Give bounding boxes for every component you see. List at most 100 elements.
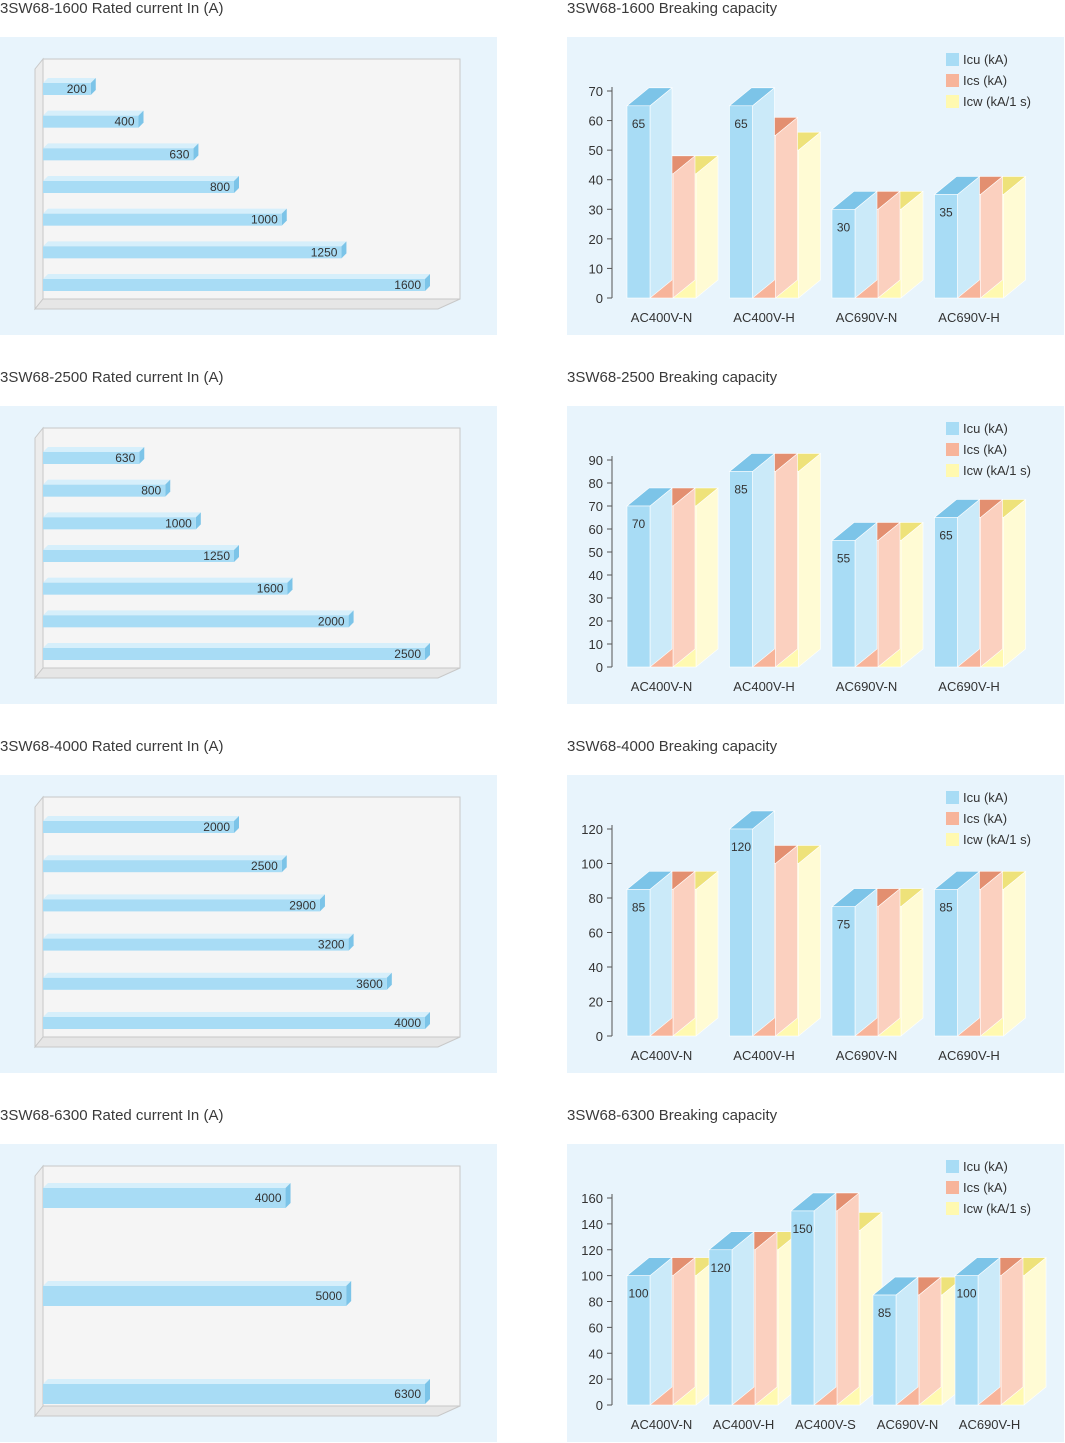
y-tick-label: 30 [589,202,603,217]
bar-side [731,1231,755,1406]
data-label: 630 [169,147,189,161]
rated-current-chart: 200 400 630 800 1000 1250 1600 [33,57,461,311]
data-label: 120 [710,1261,730,1275]
bar-side [695,870,719,1037]
bar-side [348,610,354,628]
bar-top [43,610,354,616]
bar-side [1023,1256,1047,1406]
bar-side [425,1379,430,1404]
bar-side [672,155,696,299]
legend-swatch [946,53,959,66]
data-label: 200 [67,82,87,96]
x-tick-label: AC690V-H [959,1417,1020,1432]
bar-side [895,1276,919,1406]
bar-top [43,110,144,116]
y-tick-label: 0 [596,660,603,675]
bar [43,213,282,226]
bar-side [649,87,673,299]
bar [872,1294,897,1406]
data-label: 100 [956,1287,976,1301]
bar-top [43,545,239,550]
legend-swatch [946,1160,959,1173]
legend-swatch [946,443,959,456]
y-tick-label: 120 [581,1243,603,1258]
y-tick-label: 20 [589,995,603,1010]
bar [934,517,958,668]
bar-side [836,1192,860,1406]
data-label: 800 [210,180,230,194]
chart-frame-side [34,57,44,311]
legend-label: Icu (kA) [963,52,1008,67]
data-label: 1250 [311,245,338,259]
bar-side [977,1256,1001,1406]
bar [43,938,349,951]
y-tick-label: 30 [589,591,603,606]
data-label: 5000 [315,1289,342,1303]
data-label: 6300 [394,1387,421,1401]
bar-top [43,78,96,83]
legend-label: Icw (kA/1 s) [963,94,1031,109]
legend-label: Icu (kA) [963,1159,1008,1174]
y-tick-label: 0 [596,1029,603,1044]
x-tick-label: AC690V-N [836,679,897,694]
x-tick-label: AC690V-N [836,1048,897,1063]
data-label: 100 [628,1287,648,1301]
bar-side [900,887,924,1037]
bar-side [386,972,392,990]
bar [729,471,753,668]
data-label: 85 [878,1306,892,1320]
breaking-capacity-panel: 0 20 40 60 80 100 120 Icu (kA) Ics (kA) Icw (kA/1… [567,775,1064,1073]
bar [43,83,91,95]
legend-label: Icu (kA) [963,790,1008,805]
bar-top [43,1183,291,1188]
legend-label: Icw (kA/1 s) [963,1201,1031,1216]
bar [43,821,234,833]
y-tick-label: 60 [589,114,603,129]
bar-side [695,155,719,299]
bar-side [234,545,239,562]
data-label: 70 [632,517,646,531]
bar-side [854,521,878,668]
legend-swatch [946,812,959,825]
rated-current-panel: 4000 5000 6300 [0,1144,497,1442]
bar-side [752,810,775,1037]
bar [934,889,958,1037]
bar [43,899,320,912]
bar-side [752,452,775,668]
bar-side [287,577,293,595]
y-tick-label: 10 [589,261,603,276]
y-tick-label: 80 [589,891,603,906]
y-tick-label: 90 [589,453,603,468]
chart-title: 3SW68-1600 Breaking capacity [567,0,778,17]
data-label: 150 [792,1222,812,1236]
x-tick-label: AC400V-N [631,1417,692,1432]
bar-side [798,452,821,668]
bar [934,194,958,299]
bar [43,550,234,562]
x-tick-label: AC690V-H [938,310,999,325]
bar-side [1000,1256,1024,1406]
legend-swatch [946,1181,959,1194]
legend-label: Ics (kA) [963,73,1007,88]
bar-side [195,512,201,530]
chart-title: 3SW68-2500 Breaking capacity [567,369,778,386]
bar-side [900,521,924,668]
bar-side [672,870,696,1037]
bar-side [285,1183,291,1208]
bar-side [918,1276,942,1406]
y-tick-label: 20 [589,614,603,629]
bar [43,115,139,128]
bar [43,1286,347,1306]
bar-side [1003,870,1026,1037]
bar-top [43,512,201,518]
legend-swatch [946,422,959,435]
legend-label: Icw (kA/1 s) [963,463,1031,478]
y-tick-label: 40 [589,568,603,583]
chart-title: 3SW68-1600 Rated current In (A) [0,0,224,17]
bar-side [1003,175,1026,299]
bar-top [43,1012,430,1017]
breaking-capacity-chart: 0 20 40 60 80 100 120 140 160 Icu (kA) Ics (kA) Icw… [581,1159,1047,1432]
legend-swatch [946,95,959,108]
bar-side [649,1256,673,1406]
bar-side [775,452,798,668]
